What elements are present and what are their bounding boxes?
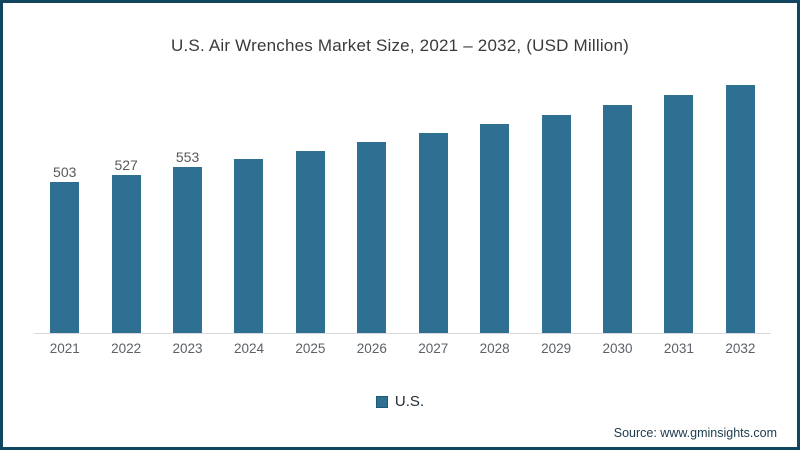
x-axis-label-2026: 2026 [356, 341, 387, 356]
bar-2021 [50, 182, 80, 333]
bar-value-label-2021: 503 [53, 164, 77, 181]
x-axis-label-2025: 2025 [295, 341, 326, 356]
x-axis-label-2028: 2028 [479, 341, 510, 356]
chart-title: U.S. Air Wrenches Market Size, 2021 – 20… [171, 36, 629, 55]
x-axis-label-2032: 2032 [725, 341, 756, 356]
legend-marker-us [375, 395, 388, 408]
x-axis-labels: 2021 2022 2023 2024 2025 2026 2027 2028 2029 2030… [34, 341, 771, 356]
bar-slot-2023: 553 [157, 150, 218, 333]
bar-slot-2031 [648, 94, 709, 333]
bar-slot-2022: 527 [95, 158, 156, 333]
bar-2029 [541, 114, 571, 333]
x-axis-label-2031: 2031 [663, 341, 694, 356]
bar-2024 [234, 159, 264, 333]
x-axis-label-2030: 2030 [602, 341, 633, 356]
x-axis-label-2029: 2029 [541, 341, 572, 356]
x-axis-label-2023: 2023 [172, 341, 203, 356]
x-axis-label-2027: 2027 [418, 341, 449, 356]
bar-2022 [111, 174, 141, 333]
x-axis-label-2021: 2021 [49, 341, 80, 356]
bar-slot-2032 [710, 84, 771, 333]
bar-2030 [603, 105, 632, 333]
bar-slot-2029 [525, 114, 586, 333]
bar-slot-2026 [341, 141, 402, 333]
bar-slot-2025 [280, 150, 341, 333]
bar-slot-2027 [403, 133, 464, 333]
bar-2025 [295, 150, 325, 333]
source-attribution: Source: www.gminsights.com [613, 426, 777, 440]
bar-2026 [357, 141, 387, 333]
x-axis-label-2022: 2022 [111, 341, 142, 356]
bar-slot-2021: 503 [34, 165, 95, 333]
bar-slot-2028 [464, 124, 525, 333]
bar-value-label-2023: 553 [175, 149, 200, 166]
bar-2028 [480, 124, 510, 333]
legend-label-us: U.S. [394, 393, 425, 410]
bar-2032 [725, 84, 755, 333]
legend: U.S. [3, 393, 797, 410]
bar-2023 [173, 167, 203, 333]
x-axis-label-2024: 2024 [233, 341, 264, 356]
bar-slot-2024 [218, 159, 279, 333]
bar-slot-2030 [587, 105, 648, 333]
bar-2031 [664, 94, 694, 333]
plot-area: 503 527 553 [34, 3, 771, 334]
bar-2027 [418, 133, 448, 333]
bar-value-label-2022: 527 [114, 156, 138, 173]
